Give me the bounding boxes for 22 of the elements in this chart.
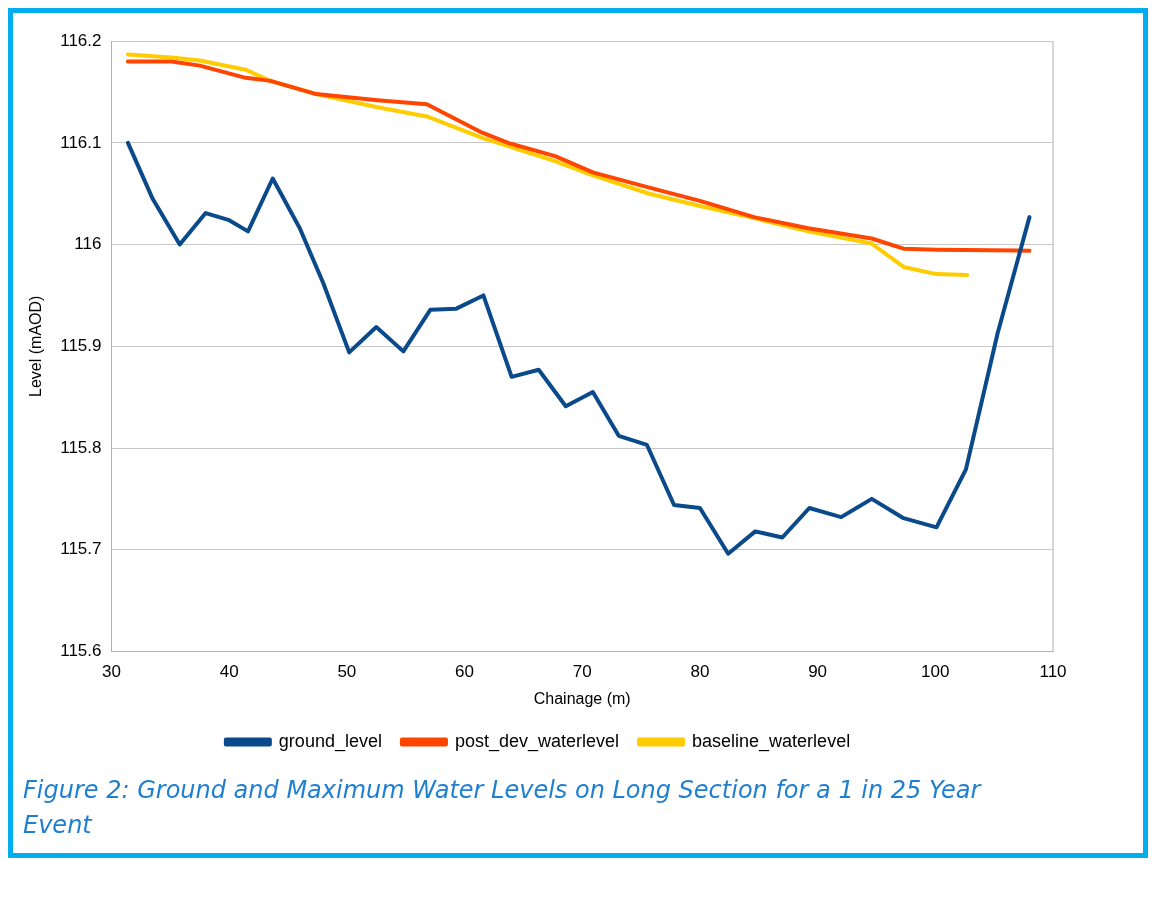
x-tick-label: 70 [572,662,592,682]
x-tick-label: 50 [337,662,357,682]
legend-label: post_dev_waterlevel [454,730,620,752]
y-axis-title: Level (mAOD) [27,295,45,397]
x-tick-label: 60 [455,662,475,682]
x-tick-label: 110 [1039,662,1067,682]
x-tick-label: 90 [808,662,828,682]
y-tick-label: 116.2 [60,30,102,50]
y-tick-label: 116.1 [60,132,102,152]
y-tick-label: 115.7 [60,539,102,559]
y-tick-label: 115.6 [60,641,102,661]
y-tick-label: 115.8 [60,437,102,457]
legend-label: ground_level [278,730,382,752]
x-tick-label: 80 [690,662,710,682]
x-axis-title: Chainage (m) [533,689,631,707]
caption: Figure 2: Ground and Maximum Water Levels on Long Section for a 1 in 25 Year Event [23,775,983,841]
y-tick-label: 116 [74,234,102,254]
legend-label: baseline_waterlevel [692,730,851,752]
x-tick-label: 40 [219,662,239,682]
x-tick-label: 100 [921,662,950,682]
y-tick-label: 115.9 [60,335,102,355]
x-tick-label: 30 [102,662,121,682]
